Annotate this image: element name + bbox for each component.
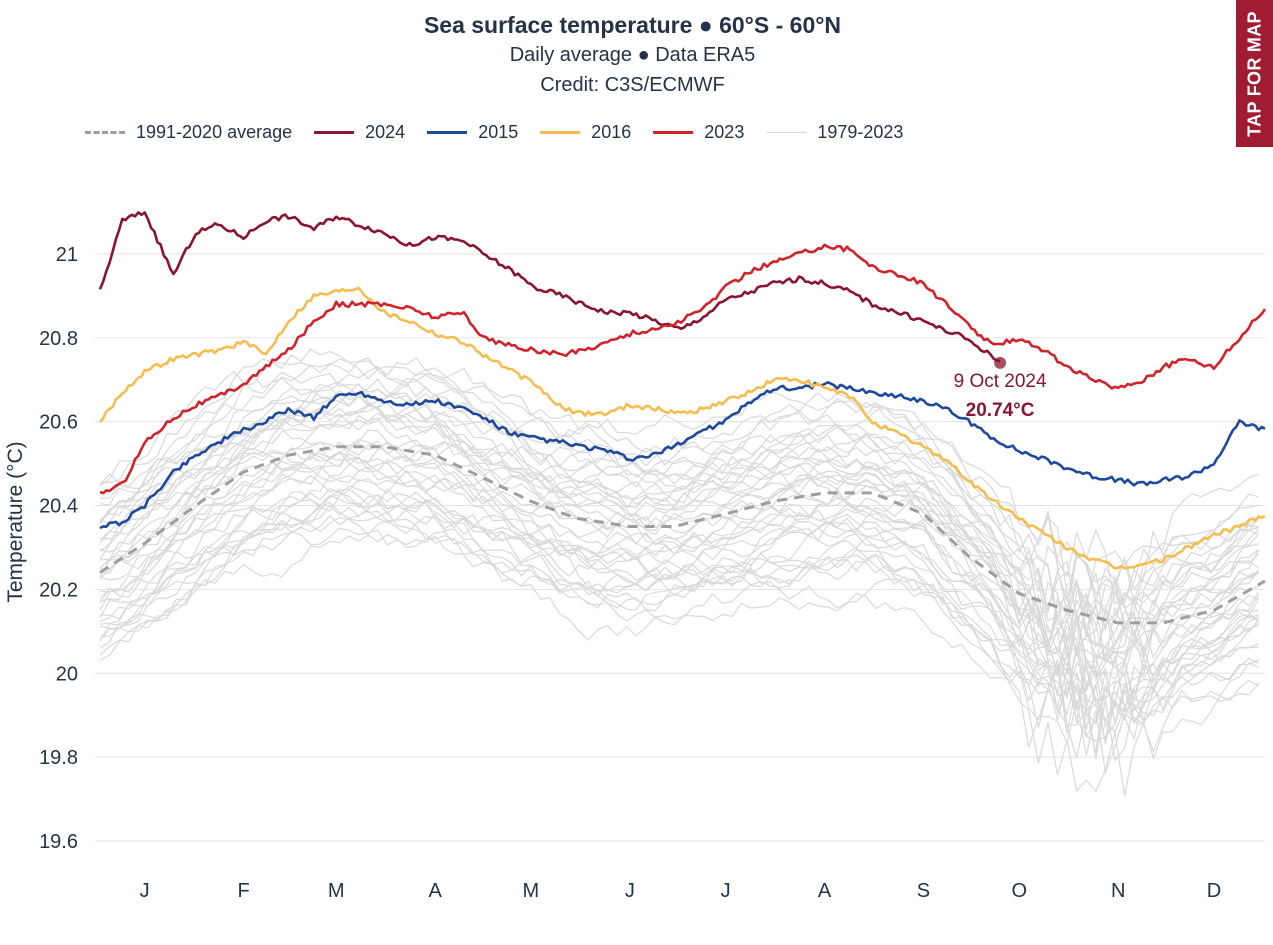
y-tick-label: 20.6	[39, 412, 78, 434]
x-month-label: J	[625, 880, 635, 902]
historical-year-line	[99, 390, 1259, 669]
legend-label: 2016	[591, 122, 632, 142]
series-line-2023	[99, 243, 1267, 495]
x-month-label: N	[1111, 880, 1125, 902]
historical-year-line	[99, 387, 1259, 664]
x-month-label: M	[523, 880, 540, 902]
x-month-label: J	[721, 880, 731, 902]
historical-year-line	[99, 474, 1259, 723]
historical-year-line	[99, 357, 1259, 646]
legend-label: 2024	[365, 122, 406, 142]
x-month-label: F	[238, 880, 250, 902]
legend-swatch-average	[85, 131, 125, 134]
x-month-label: J	[140, 880, 150, 902]
historical-year-line	[99, 414, 1260, 631]
legend-item-2015[interactable]: 2015	[427, 122, 518, 143]
legend-label: 2015	[478, 122, 519, 142]
series-line-2015	[99, 381, 1266, 530]
chart-credit: Credit: C3S/ECMWF	[540, 74, 725, 96]
chart-title: Sea surface temperature ● 60°S - 60°N	[423, 12, 842, 38]
legend-item-1979-2023[interactable]: 1979-2023	[766, 122, 903, 143]
historical-year-line	[99, 409, 1259, 669]
series-line-1991-2020-average	[99, 445, 1266, 625]
y-tick-label: 21	[56, 244, 78, 266]
series-layer	[98, 211, 1267, 625]
historical-year-line	[99, 499, 1259, 742]
historical-year-line	[99, 348, 1259, 638]
legend-label: 1979-2023	[817, 122, 904, 142]
x-month-label: A	[428, 880, 442, 902]
axis-layer: 19.6 19.8 20 20.2 20.4 20.6 20.8 21 J F M A M J J A S O N D	[39, 244, 1221, 902]
series-line-2024	[98, 211, 1001, 363]
legend-label: 1991-2020 average	[136, 122, 293, 142]
legend-swatch-2024	[314, 131, 355, 134]
annotation-marker[interactable]	[994, 356, 1007, 369]
historical-year-line	[99, 377, 1259, 614]
x-month-label: M	[328, 880, 345, 902]
historical-lines-layer	[99, 348, 1260, 796]
annotation-date: 9 Oct 2024	[954, 371, 1047, 392]
historical-year-line	[99, 461, 1260, 753]
y-axis-label: Temperature (°C)	[4, 441, 27, 602]
historical-year-line	[99, 501, 1259, 730]
historical-year-line	[99, 516, 1259, 724]
series-line-2016	[99, 286, 1266, 570]
historical-year-line	[99, 383, 1259, 653]
historical-year-line	[99, 438, 1259, 649]
historical-year-line	[99, 405, 1260, 674]
historical-year-line	[99, 441, 1260, 711]
tap-for-map-button[interactable]: TAP FOR MAP	[1236, 0, 1273, 147]
historical-year-line	[99, 494, 1260, 725]
x-month-label: O	[1011, 880, 1027, 902]
historical-year-line	[99, 443, 1259, 712]
historical-year-line	[99, 530, 1260, 759]
x-month-label: A	[818, 880, 832, 902]
y-tick-label: 19.6	[39, 831, 78, 853]
historical-year-line	[99, 427, 1260, 662]
y-tick-label: 19.8	[39, 747, 78, 769]
chart-subtitle: Daily average ● Data ERA5	[509, 44, 756, 66]
historical-year-line	[99, 410, 1259, 682]
legend-item-average[interactable]: 1991-2020 average	[85, 122, 292, 143]
y-tick-label: 20.4	[39, 496, 78, 518]
historical-year-line	[99, 440, 1259, 711]
legend-item-2024[interactable]: 2024	[314, 122, 405, 143]
historical-year-line	[99, 501, 1259, 796]
legend-swatch-1979-2023	[766, 132, 807, 133]
legend-label: 2023	[704, 122, 745, 142]
historical-year-line	[99, 358, 1259, 609]
chart-legend: 1991-2020 average 2024 2015 2016 2023 19…	[85, 122, 925, 143]
annotation-layer: 9 Oct 2024 20.74°C	[954, 356, 1047, 421]
x-month-label: S	[917, 880, 930, 902]
legend-item-2016[interactable]: 2016	[540, 122, 631, 143]
historical-year-line	[99, 449, 1259, 664]
y-tick-label: 20	[56, 663, 78, 685]
historical-year-line	[99, 370, 1259, 592]
legend-swatch-2015	[427, 131, 468, 134]
x-month-label: D	[1207, 880, 1221, 902]
historical-year-line	[99, 487, 1259, 745]
y-tick-label: 20.2	[39, 579, 78, 601]
legend-swatch-2016	[540, 131, 581, 134]
y-tick-label: 20.8	[39, 328, 78, 350]
annotation-value: 20.74°C	[966, 400, 1035, 421]
legend-item-2023[interactable]: 2023	[653, 122, 744, 143]
legend-swatch-2023	[653, 131, 694, 134]
